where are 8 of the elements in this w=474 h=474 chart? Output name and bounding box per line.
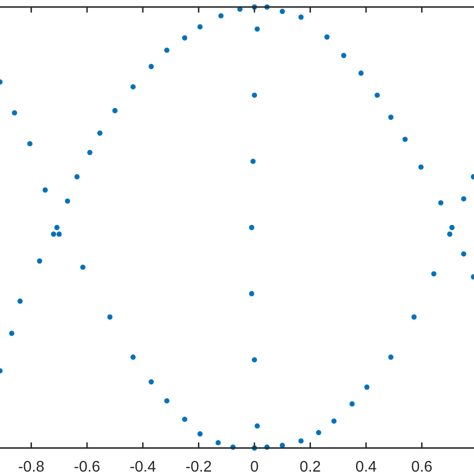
x-tick-label: -0.6	[74, 460, 100, 472]
x-tick-label: 0	[250, 460, 258, 472]
x-tick-label: -0.8	[18, 460, 44, 472]
x-tick-label: 0.6	[412, 460, 432, 472]
x-tick-label: -0.2	[186, 460, 212, 472]
x-tick-label: 0.2	[300, 460, 320, 472]
x-tick-label: 0.4	[356, 460, 376, 472]
x-tick-label: -0.4	[130, 460, 156, 472]
